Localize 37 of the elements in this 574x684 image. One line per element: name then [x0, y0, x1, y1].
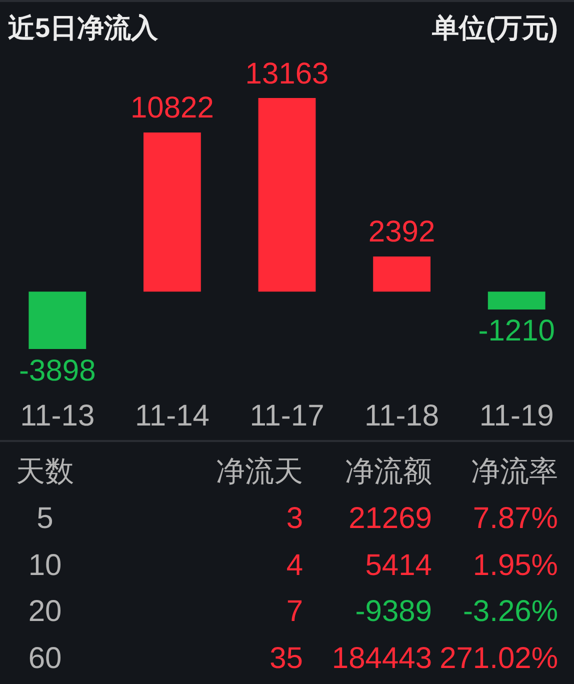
data-label: 2392	[368, 216, 436, 249]
data-label: -1210	[478, 314, 555, 348]
bar	[28, 292, 86, 349]
data-label: -9389	[355, 594, 432, 630]
data-label: 4	[286, 548, 303, 584]
category-label: 5	[36, 501, 54, 537]
chart-title: 近5日净流入	[8, 12, 158, 45]
text: 净流天	[216, 455, 303, 490]
bar	[488, 292, 546, 310]
data-label: 35	[270, 641, 303, 677]
bar	[144, 132, 201, 292]
text: 天数	[15, 455, 75, 490]
data-label: 21269	[348, 501, 432, 537]
chart-subtitle: 单位(万元)	[432, 12, 558, 45]
x-tick-label: 11-14	[134, 399, 210, 432]
bar	[258, 98, 316, 292]
data-label: -3.26%	[462, 594, 558, 630]
x-tick-label: 11-18	[364, 399, 440, 432]
category-label: 20	[27, 594, 63, 630]
text: 净流额	[345, 455, 432, 490]
data-label: 10822	[130, 92, 214, 125]
data-label: 1.95%	[472, 548, 558, 584]
x-tick-label: 11-13	[20, 399, 95, 432]
data-label: 3	[286, 501, 303, 537]
data-label: 7	[286, 594, 303, 630]
data-label: -3898	[19, 354, 96, 388]
data-label: 5414	[365, 548, 432, 584]
category-label: 10	[27, 548, 63, 584]
text: 净流率	[471, 455, 558, 490]
x-tick-label: 11-19	[479, 399, 554, 432]
bar	[373, 256, 430, 292]
data-label: 184443	[332, 641, 432, 677]
data-label: 13163	[245, 57, 329, 90]
x-tick-label: 11-17	[250, 399, 324, 432]
data-label: 271.02%	[440, 641, 558, 677]
category-label: 60	[27, 641, 63, 677]
data-label: 7.87%	[472, 501, 558, 537]
